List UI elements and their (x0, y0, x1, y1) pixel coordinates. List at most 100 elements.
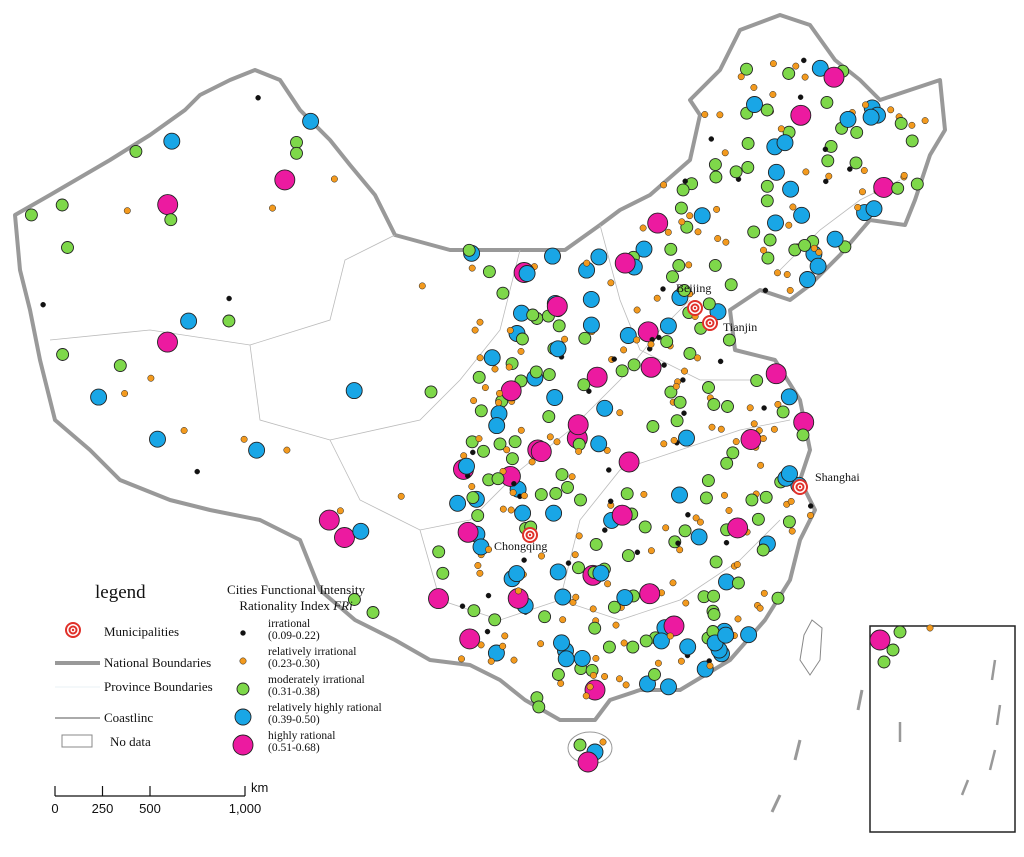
legend-class-range: (0.23-0.30) (268, 658, 320, 670)
city-dot (590, 435, 608, 453)
city-dot (557, 650, 575, 668)
city-dot (607, 600, 621, 614)
city-dot (589, 537, 603, 551)
scale-unit: km (251, 780, 268, 795)
city-dot (731, 576, 745, 590)
city-dot (604, 580, 612, 588)
inset-frame (869, 625, 1016, 833)
city-dot (783, 271, 791, 278)
city-dot (799, 271, 816, 288)
city-dot (471, 326, 479, 334)
city-dot (458, 655, 465, 663)
city-dot (782, 67, 796, 80)
city-dot (685, 261, 693, 269)
city-dot (717, 358, 724, 365)
city-dot (499, 467, 507, 475)
city-dot (660, 440, 668, 448)
index-title: Cities Functional Intensity (227, 582, 365, 597)
city-dot (674, 201, 688, 215)
city-dot (850, 125, 864, 139)
city-dot (709, 170, 723, 184)
city-dot (90, 388, 108, 406)
city-dot (528, 458, 536, 466)
city-dot (487, 644, 505, 662)
city-dot (510, 656, 518, 664)
city-dot (602, 527, 608, 533)
city-dot (345, 382, 363, 400)
city-dot (505, 363, 513, 371)
national-boundary (13, 13, 947, 722)
city-dot (573, 738, 587, 752)
city-dot (683, 347, 697, 360)
city-dot (470, 449, 476, 456)
city-dot (582, 316, 600, 334)
city-dot (675, 540, 681, 546)
city-dot (750, 374, 764, 388)
scale-bar: 0 250 500 1,000 km (51, 780, 268, 816)
legend-label: Province Boundaries (104, 679, 213, 694)
city-dot (240, 435, 248, 443)
city-dot (397, 492, 405, 500)
city-dot (529, 365, 543, 379)
legend-class-dot (236, 682, 250, 696)
city-dot (660, 286, 666, 292)
city-dot (521, 557, 527, 563)
city-dot (740, 62, 753, 76)
city-dot (659, 317, 677, 335)
city-dot (56, 348, 70, 361)
city-dot (891, 181, 905, 195)
legend-label: No data (110, 734, 151, 749)
city-dot (61, 241, 74, 254)
city-dot (640, 490, 648, 498)
legend-class-range: (0.39-0.50) (268, 714, 320, 726)
city-dot (662, 524, 670, 532)
city-dot (797, 94, 804, 100)
city-dot (679, 638, 697, 656)
city-dot (859, 188, 866, 196)
city-dot (682, 178, 688, 184)
city-dot (578, 331, 592, 345)
city-dot (476, 569, 484, 577)
legend-class-name: relatively irrational (268, 646, 356, 658)
city-dot (770, 425, 778, 433)
city-dot (822, 146, 829, 153)
legend-class-dot (239, 657, 247, 665)
city-dot (222, 314, 236, 328)
city-dot (664, 242, 678, 256)
city-dot (774, 400, 782, 408)
city-dot (515, 332, 529, 346)
city-dot (789, 203, 797, 211)
city-dot (702, 381, 715, 394)
city-dot (701, 111, 709, 118)
index-symbol: FRi (332, 598, 353, 613)
city-dot (716, 111, 724, 119)
city-dot (769, 60, 777, 68)
city-dot (723, 539, 730, 546)
city-dot (886, 643, 900, 657)
city-dot (542, 410, 556, 424)
city-dot (517, 347, 525, 355)
city-dot (677, 284, 691, 297)
city-dot (462, 243, 476, 257)
city-dot (24, 208, 38, 222)
city-dot (714, 235, 722, 242)
city-dot (660, 181, 668, 189)
city-dot (640, 356, 662, 378)
city-dot (474, 562, 482, 569)
city-dot (678, 524, 692, 538)
city-dot (699, 491, 713, 505)
city-dot (517, 426, 525, 434)
city-dot (910, 177, 924, 191)
city-dot (530, 441, 552, 463)
city-dot (708, 158, 722, 172)
city-dot (561, 335, 569, 343)
city-dot (905, 134, 919, 148)
sea-boundaries (770, 689, 864, 813)
city-dot (459, 603, 466, 609)
city-dot (681, 410, 687, 416)
inset-boundary (988, 749, 997, 771)
city-dot (318, 509, 340, 531)
city-dot (482, 265, 496, 279)
city-dot (274, 169, 296, 191)
province-boundary (249, 249, 521, 441)
